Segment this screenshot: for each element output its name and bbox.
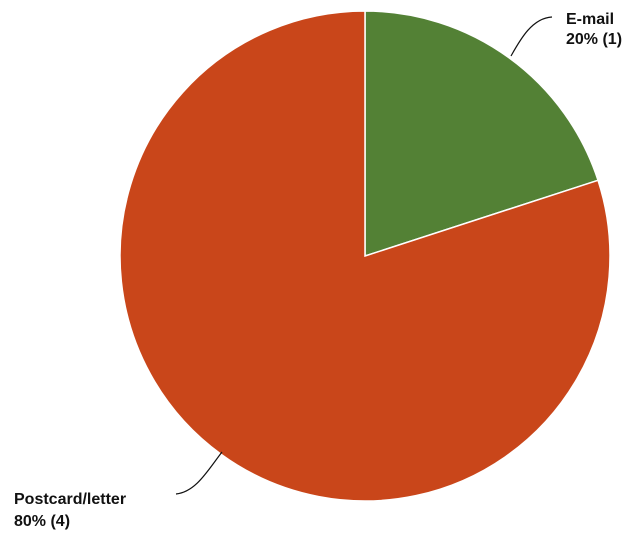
slice-percent-label-postcard-letter: 80% (4) (14, 513, 70, 530)
slice-labels: E-mail 20% (1) Postcard/letter 80% (4) (14, 11, 622, 530)
slice-percent-label-e-mail: 20% (1) (566, 31, 622, 48)
leader-line-e-mail (510, 16, 553, 57)
slice-label-postcard-letter: Postcard/letter (14, 491, 126, 508)
leader-line-postcard-letter (175, 451, 223, 495)
slice-label-e-mail: E-mail (566, 11, 614, 28)
pie-slice-e-mail (364, 10, 599, 258)
pie-slices (119, 10, 611, 502)
